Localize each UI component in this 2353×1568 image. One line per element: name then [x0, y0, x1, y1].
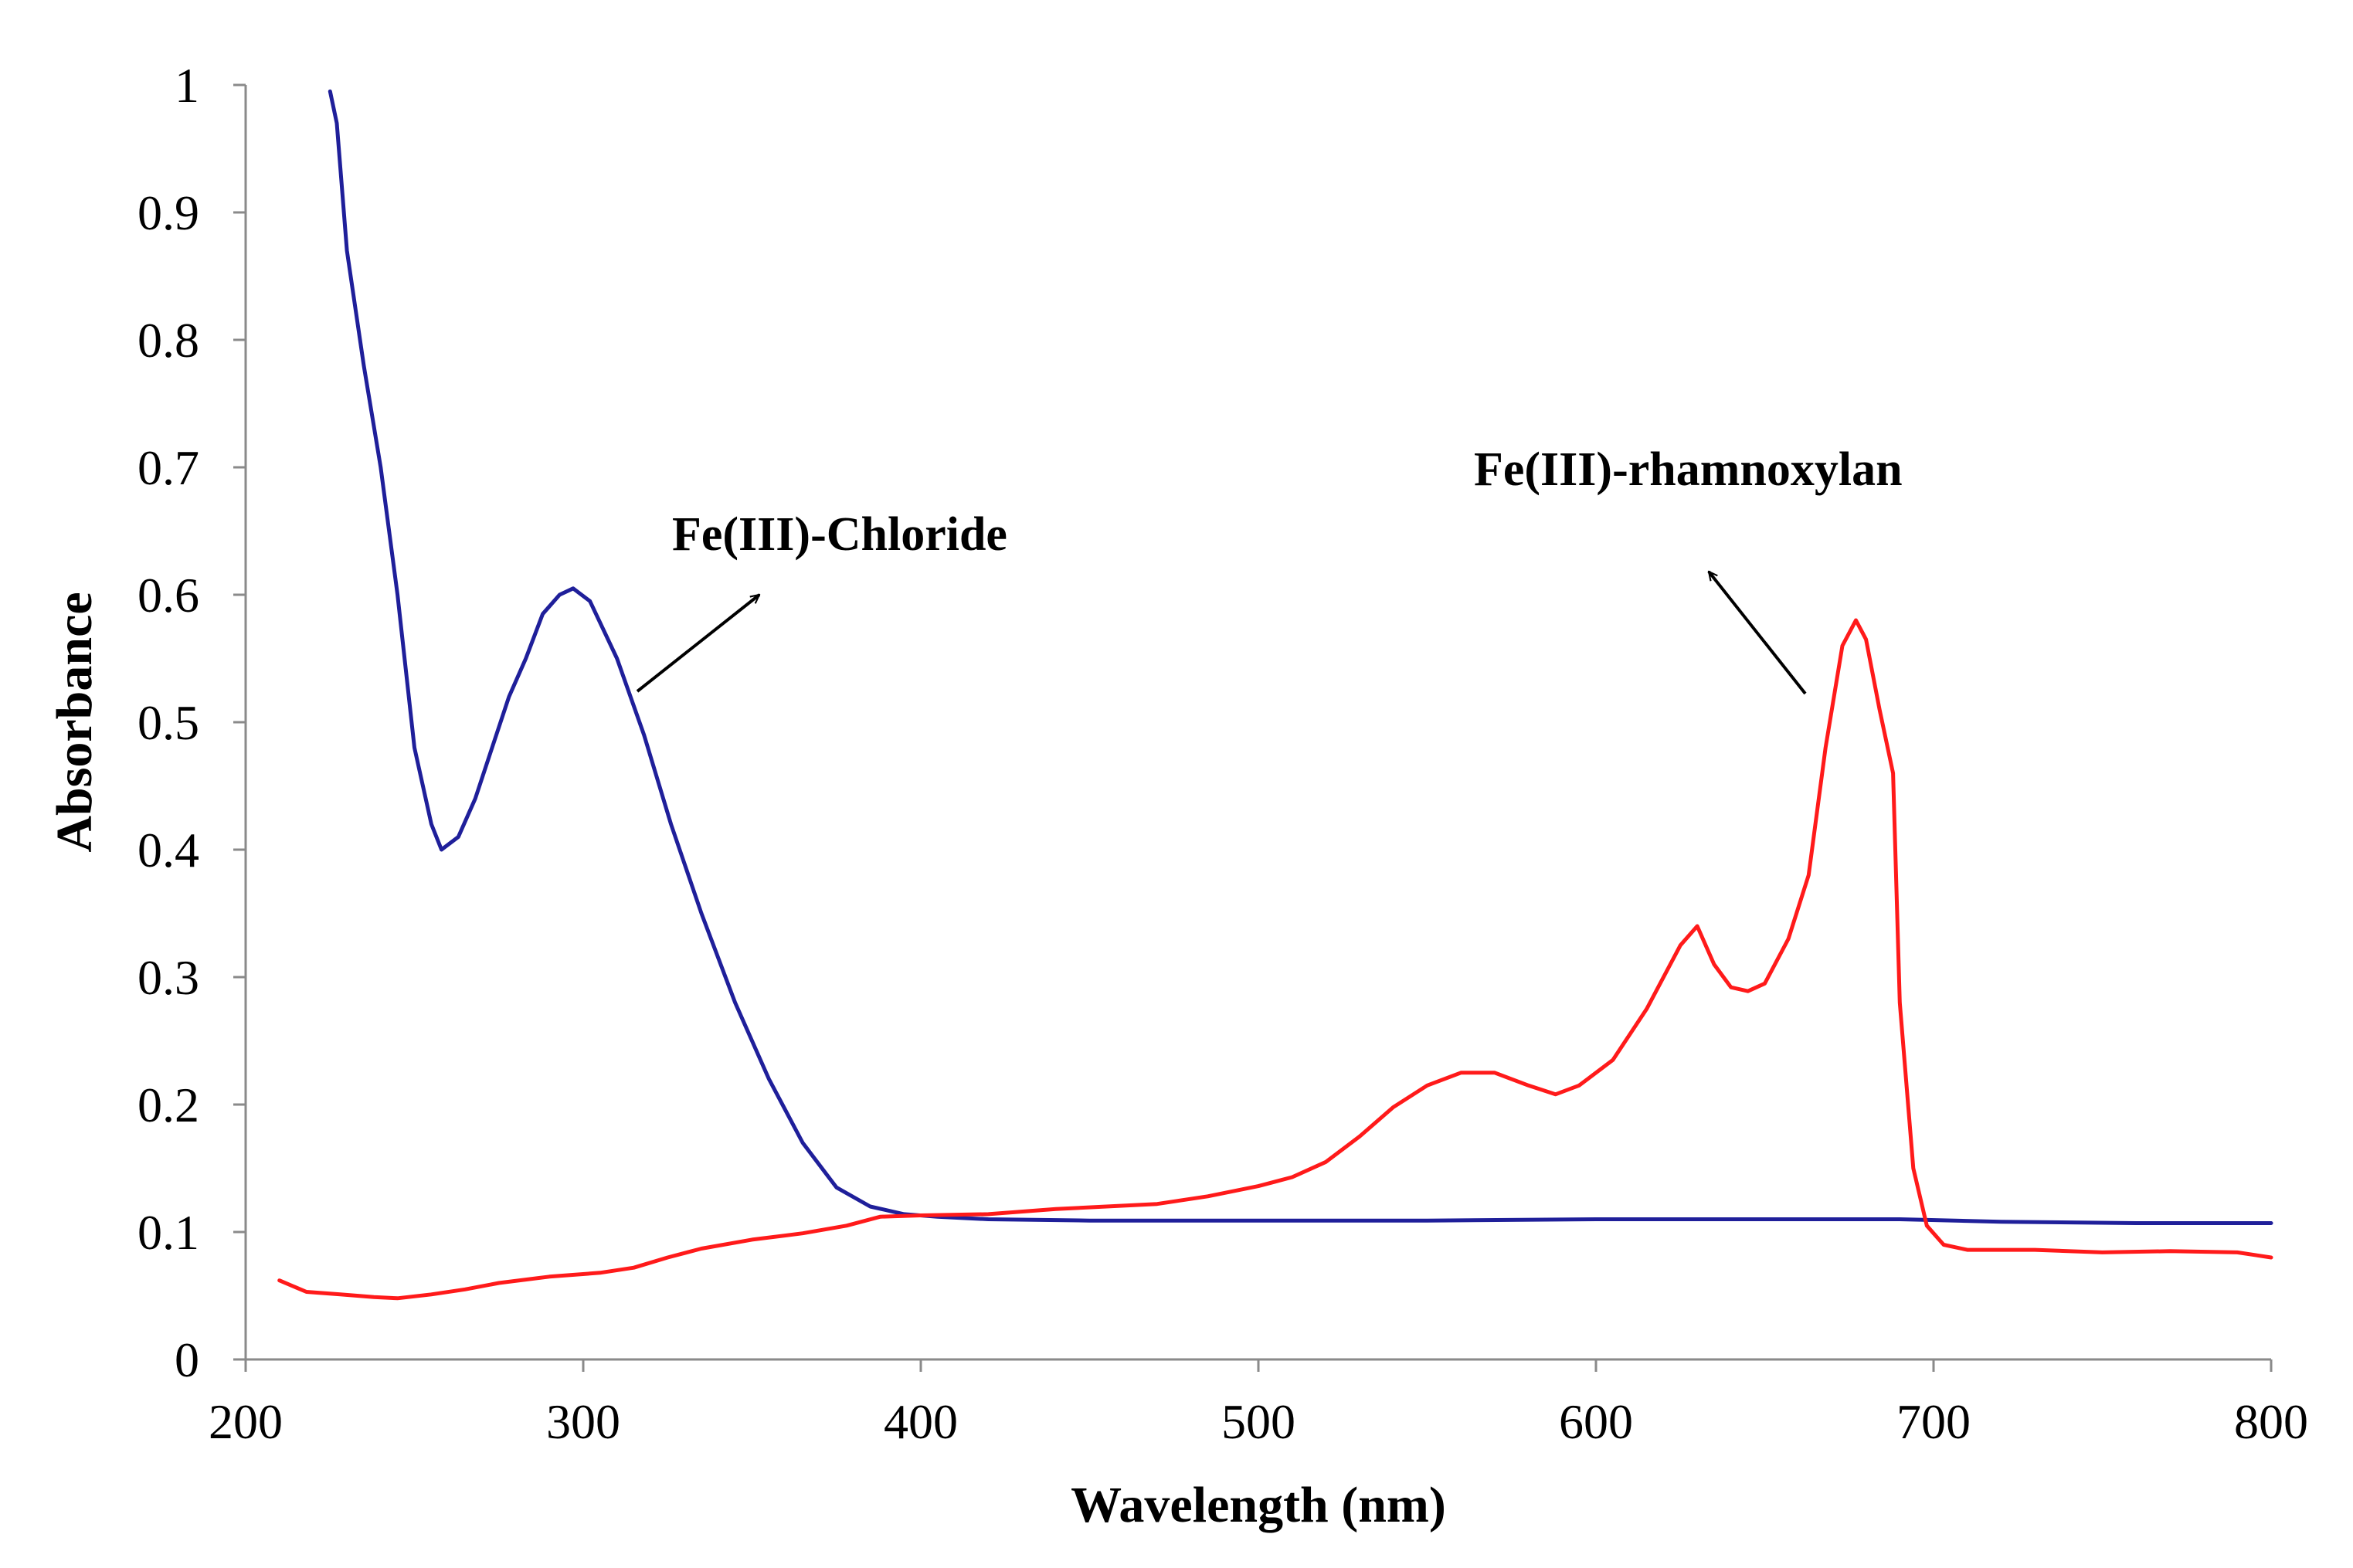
- y-tick-label: 0.2: [138, 1078, 199, 1132]
- x-tick-label: 800: [2234, 1394, 2308, 1449]
- y-tick-label: 0.3: [138, 950, 199, 1005]
- y-tick-label: 0: [175, 1332, 199, 1387]
- y-tick-label: 0.9: [138, 185, 199, 240]
- y-tick-label: 0.7: [138, 440, 199, 495]
- annotation-fe-chloride-arrow: [636, 593, 759, 693]
- x-tick-label: 700: [1896, 1394, 1971, 1449]
- y-tick-label: 0.8: [138, 313, 199, 368]
- annotation-fe-rhamnoxylan-arrow: [1707, 572, 1807, 695]
- series-layer: [277, 89, 2273, 1301]
- x-tick-label: 500: [1221, 1394, 1295, 1449]
- x-ticks: 200 300 400 500 600 700 800: [209, 1359, 2308, 1449]
- y-ticks: 0 0.1 0.2 0.3 0.4 0.5 0.6 0.7 0.8 0.9 1: [138, 58, 246, 1387]
- x-tick-label: 600: [1559, 1394, 1633, 1449]
- y-tick-label: 0.6: [138, 568, 199, 623]
- x-tick-label: 300: [546, 1394, 620, 1449]
- x-axis-title: Wavelength (nm): [1071, 1477, 1446, 1533]
- y-tick-label: 0.1: [138, 1205, 199, 1260]
- y-tick-label: 0.4: [138, 823, 199, 877]
- y-tick-label: 0.5: [138, 695, 199, 750]
- series-line-fe-iii-chloride: [328, 89, 2273, 1225]
- axes: [244, 85, 2271, 1361]
- y-tick-label: 1: [175, 58, 199, 113]
- annotations: Fe(III)-Chloride Fe(III)-rhamnoxylan: [636, 443, 1903, 695]
- x-tick-label: 200: [209, 1394, 283, 1449]
- annotation-fe-chloride: Fe(III)-Chloride: [672, 508, 1007, 561]
- annotation-fe-rhamnoxylan: Fe(III)-rhamnoxylan: [1474, 443, 1903, 496]
- x-tick-label: 400: [884, 1394, 958, 1449]
- series-line-fe-iii-rhamnoxylan: [277, 618, 2273, 1301]
- y-axis-title: Absorbance: [46, 592, 103, 852]
